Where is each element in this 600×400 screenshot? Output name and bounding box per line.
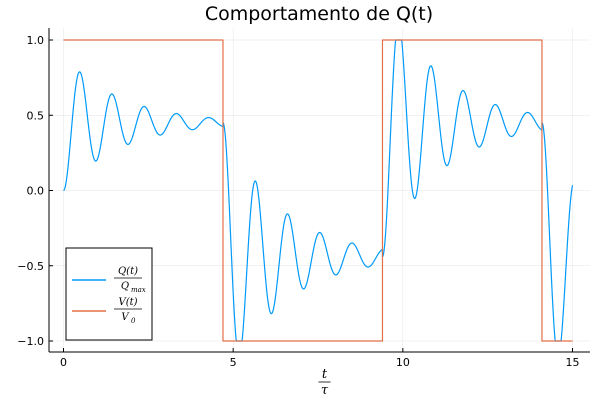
x-tick-label: 10	[396, 356, 410, 369]
y-tick-label: −1.0	[17, 335, 44, 348]
x-tick-label: 5	[230, 356, 237, 369]
y-tick-label: 0.0	[27, 185, 45, 198]
legend-label-numerator: Q(t)	[118, 266, 138, 277]
chart-title: Comportamento de Q(t)	[205, 3, 433, 25]
y-tick-label: 0.5	[27, 109, 45, 122]
y-tick-label: 1.0	[27, 34, 45, 47]
x-tick-label: 0	[60, 356, 67, 369]
legend-box	[65, 247, 153, 341]
legend-label-numerator: V(t)	[118, 297, 137, 308]
axes	[48, 28, 590, 353]
plot-lines	[63, 39, 574, 342]
y-tick-label: −0.5	[17, 260, 44, 273]
x-axis-label: tτ	[318, 367, 331, 398]
x-tick-label: 15	[566, 356, 580, 369]
series-line	[63, 39, 573, 342]
legend-label-denominator: Q	[121, 281, 129, 292]
x-label-denominator: τ	[321, 383, 329, 398]
legend-label-denominator: V	[121, 312, 130, 323]
x-label-numerator: t	[322, 367, 328, 382]
legend-label-subscript: 0	[131, 317, 136, 325]
tick-labels: 0 5 10 15 −1.0 −0.5 0.0 0.5 1.0	[17, 34, 579, 369]
legend: Q(t) Q max V(t) V 0	[65, 247, 153, 341]
legend-label-subscript: max	[131, 286, 146, 294]
